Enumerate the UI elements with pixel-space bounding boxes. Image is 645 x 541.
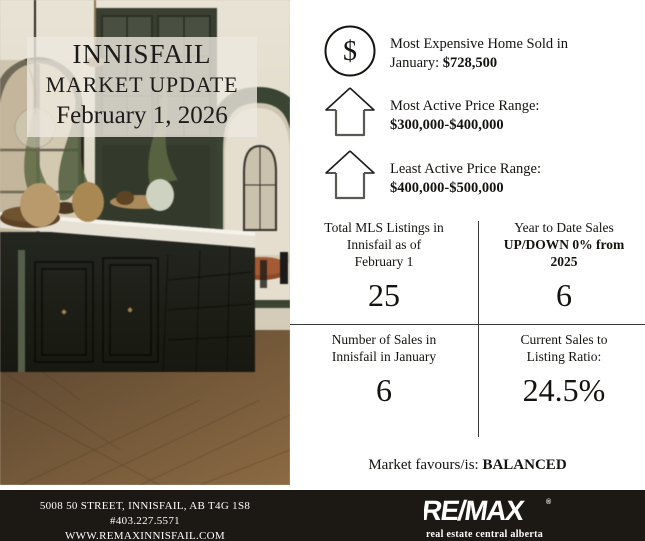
svg-text:®: ® (546, 498, 552, 506)
svg-text:RE/MAX: RE/MAX (424, 496, 527, 526)
svg-text:$: $ (343, 36, 357, 67)
